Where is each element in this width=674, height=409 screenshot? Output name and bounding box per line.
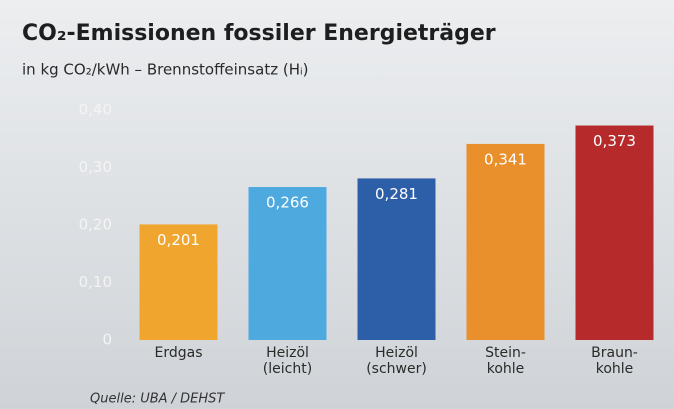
y-tick-label: 0,30	[79, 158, 112, 176]
bar	[248, 187, 327, 340]
value-label: 0,281	[375, 185, 418, 203]
value-label: 0,341	[484, 150, 527, 168]
value-label: 0,373	[593, 132, 636, 150]
value-label: 0,201	[157, 231, 200, 249]
chart-subtitle: in kg CO₂/kWh – Brennstoffeinsatz (Hᵢ)	[22, 61, 309, 79]
chart-title: CO₂-Emissionen fossiler Energieträger	[22, 21, 496, 46]
x-tick-label: Heizöl (schwer)	[366, 345, 427, 377]
x-tick-label: Heizöl (leicht)	[262, 345, 313, 377]
source: Quelle: UBA / DEHST	[90, 392, 225, 407]
bar	[575, 125, 654, 341]
y-tick-label: 0,40	[79, 101, 112, 119]
bar	[139, 224, 218, 340]
y-tick-label: 0	[102, 331, 112, 349]
x-tick-label: Braun- kohle	[591, 345, 638, 377]
value-label: 0,266	[266, 194, 309, 212]
bar	[466, 143, 545, 340]
y-tick-label: 0,20	[79, 216, 112, 234]
y-tick-label: 0,10	[79, 273, 112, 291]
bar	[357, 178, 436, 340]
x-tick-label: Erdgas	[154, 345, 203, 361]
x-tick-label: Stein- kohle	[485, 345, 526, 377]
